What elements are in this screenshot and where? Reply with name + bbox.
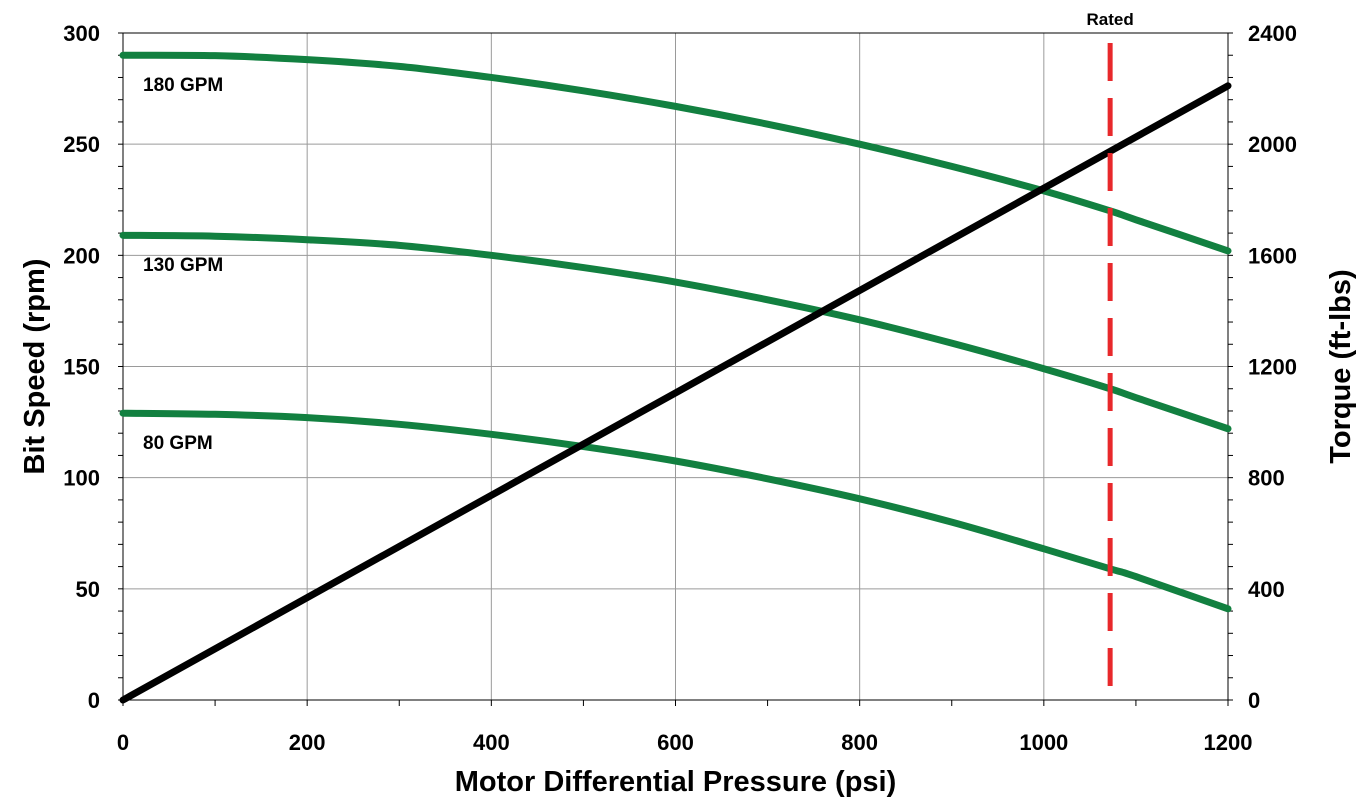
x-tick-labels: 0 200 400 600 800 1000 1200: [117, 730, 1253, 755]
y-tick-label: 300: [63, 21, 100, 46]
torque-line: [119, 82, 1232, 704]
y-tick-labels: 0 50 100 150 200 250 300: [63, 21, 100, 713]
x-tick-label: 200: [289, 730, 326, 755]
y2-tick-label: 2400: [1248, 21, 1297, 46]
x-tick-label: 600: [657, 730, 694, 755]
x-tick-label: 400: [473, 730, 510, 755]
y2-tick-label: 1600: [1248, 243, 1297, 268]
y-tick-label: 0: [88, 688, 100, 713]
y-tick-label: 150: [63, 355, 100, 380]
y-axis-title: Bit Speed (rpm): [19, 259, 51, 475]
x-axis-title: Motor Differential Pressure (psi): [455, 766, 897, 798]
series-label-2: 80 GPM: [143, 433, 213, 454]
y2-tick-label: 2000: [1248, 132, 1297, 157]
130-gpm-line: [119, 231, 1232, 433]
y2-tick-label: 800: [1248, 466, 1285, 491]
y2-tick-label: 0: [1248, 688, 1260, 713]
series-lines: 180 GPM 130 GPM 80 GPM: [119, 51, 1232, 704]
y2-axis-title: Torque (ft-lbs): [1325, 269, 1357, 463]
x-tick-label: 0: [117, 730, 129, 755]
y-tick-label: 250: [63, 132, 100, 157]
x-tick-label: 800: [841, 730, 878, 755]
rated-label: Rated: [1087, 10, 1134, 29]
180-gpm-line: [119, 51, 1232, 255]
y2-tick-labels: 0 400 800 1200 1600 2000 2400: [1248, 21, 1297, 713]
y2-tick-label: 1200: [1248, 355, 1297, 380]
series-label-1: 130 GPM: [143, 255, 223, 276]
80-gpm-line: [119, 409, 1232, 613]
annotations: Rated: [1087, 10, 1134, 700]
y-tick-label: 100: [63, 466, 100, 491]
y-tick-label: 200: [63, 243, 100, 268]
series-label-0: 180 GPM: [143, 75, 223, 96]
y2-tick-label: 400: [1248, 577, 1285, 602]
x-tick-label: 1000: [1019, 730, 1068, 755]
grid: [122, 32, 1229, 701]
x-tick-label: 1200: [1204, 730, 1253, 755]
y-tick-label: 50: [76, 577, 100, 602]
